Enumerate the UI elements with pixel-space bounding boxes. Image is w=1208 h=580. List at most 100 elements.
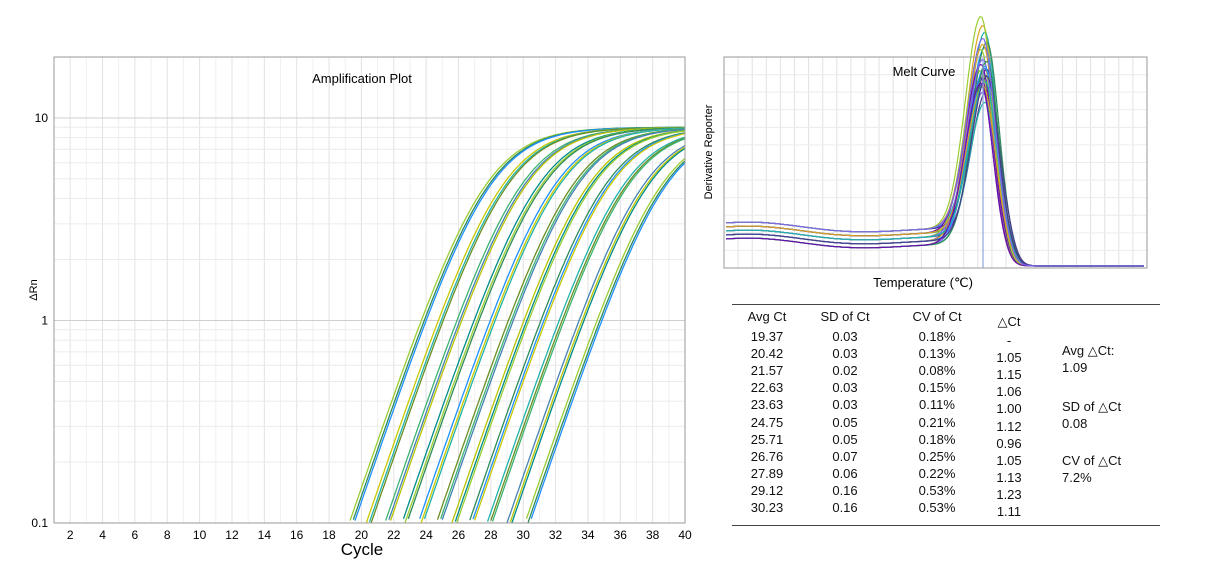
x-tick-label: 28: [484, 528, 498, 542]
header-avg-ct: Avg Ct: [747, 309, 787, 324]
amplification-curve: [506, 145, 686, 524]
cell-cv-ct: 0.18%: [918, 329, 956, 344]
amplification-curve: [451, 129, 686, 523]
amplification-curve: [527, 160, 686, 523]
cell-delta-ct: 1.13: [996, 469, 1022, 485]
summary-cv-delta-ct-value: 7.2%: [1062, 470, 1092, 485]
header-cv-ct: CV of Ct: [912, 309, 962, 324]
table-row: 20.42 0.03 0.13% 1.05: [732, 346, 1160, 365]
melt-title: Melt Curve: [893, 64, 956, 79]
x-tick-label: 20: [355, 528, 369, 542]
y-tick-label: 1: [41, 313, 48, 327]
melt-curve-plot: Melt Curve Derivative Reporter Temperatu…: [703, 16, 1148, 290]
amplification-title: Amplification Plot: [312, 71, 412, 86]
cell-avg-ct: 25.71: [750, 431, 784, 447]
amplification-curve: [407, 127, 686, 520]
cell-delta-ct: 1.05: [996, 452, 1022, 468]
table-row: 25.71 0.05 0.18% 0.96: [732, 431, 1160, 451]
table-row: 19.37 0.03 0.18% -: [732, 329, 1160, 348]
summary-avg-delta-ct-value: 1.09: [1062, 360, 1088, 375]
cell-avg-ct: 24.75: [750, 414, 784, 430]
cell-sd-ct: 0.02: [832, 363, 858, 379]
cell-sd-ct: 0.16: [832, 500, 858, 515]
table-row: 27.89 0.06 0.22% 1.13: [732, 465, 1160, 485]
amplification-curve: [389, 126, 686, 521]
cell-delta-ct: 1.12: [996, 418, 1022, 434]
cell-avg-ct: 19.37: [750, 329, 784, 344]
cell-cv-ct: 0.53%: [918, 500, 956, 515]
table-row: 21.57 0.02 0.08% 1.15: [732, 363, 1160, 383]
header-delta-ct: △Ct: [997, 314, 1021, 329]
amplification-curve: [490, 137, 686, 521]
cell-avg-ct: 20.42: [750, 346, 784, 362]
header-sd-ct: SD of Ct: [820, 309, 870, 324]
amplification-curve: [474, 133, 686, 521]
x-tick-label: 16: [290, 528, 304, 542]
x-tick-label: 10: [193, 528, 207, 542]
amplification-curve: [472, 132, 686, 520]
table-header-row: Avg Ct SD of Ct CV of Ct △Ct: [732, 309, 1160, 329]
amplification-curve: [423, 127, 685, 520]
y-tick-label: 0.1: [31, 516, 48, 530]
melt-xlabel: Temperature (℃): [873, 275, 973, 290]
amplification-curve: [525, 157, 686, 520]
x-tick-label: 38: [646, 528, 660, 542]
amplification-curve: [511, 147, 686, 524]
amplification-plot-frame: [53, 56, 686, 524]
table-row: 22.63 0.03 0.15% 1.06: [732, 380, 1160, 399]
amplification-x-ticks: 2 4 6 8 10 12 14 16 18 20 22 24 26 28 30 32 34 36 38 40: [67, 528, 692, 542]
summary-sd-delta-ct-label: SD of △Ct: [1062, 399, 1122, 414]
melt-plot-frame: [723, 56, 1148, 269]
x-tick-label: 30: [517, 528, 531, 542]
amplification-curve: [509, 146, 686, 523]
amplification-curve: [352, 126, 686, 520]
amplification-grid: [54, 56, 686, 524]
amplification-curve: [370, 126, 686, 524]
x-tick-label: 18: [322, 528, 336, 542]
amplification-curve: [469, 132, 686, 521]
x-tick-label: 2: [67, 528, 74, 542]
cell-sd-ct: 0.03: [832, 380, 858, 396]
table-row: 30.23 0.16 0.53% 1.11: [732, 500, 1160, 519]
amplification-y-ticks: 10 1 0.1: [31, 111, 48, 530]
x-tick-label: 6: [132, 528, 139, 542]
cell-delta-ct: 1.15: [996, 367, 1022, 383]
cell-avg-ct: 30.23: [750, 500, 784, 515]
x-tick-label: 40: [678, 528, 692, 542]
amplification-xlabel: Cycle: [341, 540, 384, 559]
melt-ylabel: Derivative Reporter: [703, 104, 715, 199]
cell-avg-ct: 27.89: [750, 465, 784, 481]
x-tick-label: 26: [452, 528, 466, 542]
summary-avg-delta-ct-label: Avg △Ct:: [1062, 343, 1115, 358]
cell-sd-ct: 0.07: [832, 448, 858, 464]
cell-avg-ct: 29.12: [750, 482, 784, 498]
cell-cv-ct: 0.18%: [918, 431, 956, 447]
cell-delta-ct: 1.11: [996, 504, 1022, 519]
x-tick-label: 24: [419, 528, 433, 542]
amplification-ylabel: ΔRn: [28, 279, 40, 300]
summary-sd-delta-ct-value: 0.08: [1062, 416, 1088, 431]
x-tick-label: 14: [258, 528, 272, 542]
table-row: 23.63 0.03 0.11% 1.00: [732, 397, 1160, 417]
cell-sd-ct: 0.05: [832, 431, 858, 447]
cell-sd-ct: 0.03: [832, 346, 858, 362]
cell-cv-ct: 0.11%: [919, 397, 955, 413]
cell-cv-ct: 0.25%: [918, 448, 956, 464]
cell-avg-ct: 22.63: [750, 380, 784, 396]
x-tick-label: 32: [549, 528, 563, 542]
x-tick-label: 12: [225, 528, 239, 542]
table-row: 24.75 0.05 0.21% 1.12: [732, 414, 1160, 434]
x-tick-label: 8: [164, 528, 171, 542]
cell-avg-ct: 26.76: [750, 448, 784, 464]
cell-delta-ct: 1.23: [996, 486, 1022, 502]
cell-cv-ct: 0.21%: [918, 414, 956, 430]
cell-sd-ct: 0.03: [832, 397, 858, 413]
amplification-curve: [486, 136, 686, 522]
summary-cv-delta-ct-label: CV of △Ct: [1062, 453, 1122, 468]
amplification-curve: [491, 138, 686, 522]
cell-sd-ct: 0.06: [832, 465, 858, 481]
x-tick-label: 22: [387, 528, 401, 542]
cell-delta-ct: 0.96: [996, 435, 1022, 451]
cell-delta-ct: 1.00: [996, 401, 1022, 417]
